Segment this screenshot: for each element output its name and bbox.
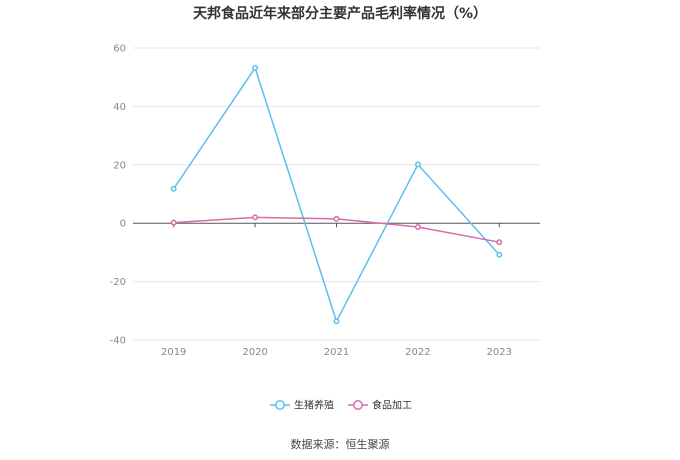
x-tick-label: 2022 <box>405 347 430 358</box>
series-line-1 <box>173 66 500 324</box>
data-point <box>252 214 259 221</box>
x-tick-label: 2019 <box>161 347 186 358</box>
x-tick-label: 2023 <box>487 347 512 358</box>
data-point <box>252 64 259 71</box>
data-point <box>333 215 340 222</box>
data-point <box>333 318 340 325</box>
legend-marker <box>353 400 363 410</box>
data-point <box>496 239 503 246</box>
y-tick-label: -40 <box>110 336 126 347</box>
data-point <box>414 224 421 230</box>
legend-marker <box>275 400 285 410</box>
legend-label: 生猪养殖 <box>294 399 334 412</box>
y-tick-label: 40 <box>113 102 126 113</box>
legend-label: 食品加工 <box>372 399 412 412</box>
data-point <box>170 219 177 226</box>
y-tick-label: 60 <box>113 44 126 55</box>
y-tick-label: 20 <box>113 160 126 171</box>
x-tick-label: 2021 <box>324 347 349 358</box>
data-point <box>414 161 421 168</box>
data-source: 数据来源：恒生聚源 <box>290 438 390 451</box>
chart-title: 天邦食品近年来部分主要产品毛利率情况（%） <box>192 6 488 22</box>
y-tick-label: 0 <box>120 219 126 230</box>
data-point <box>496 251 503 258</box>
x-tick-label: 2020 <box>242 347 267 358</box>
data-point <box>170 185 177 192</box>
y-tick-label: -20 <box>110 277 126 288</box>
